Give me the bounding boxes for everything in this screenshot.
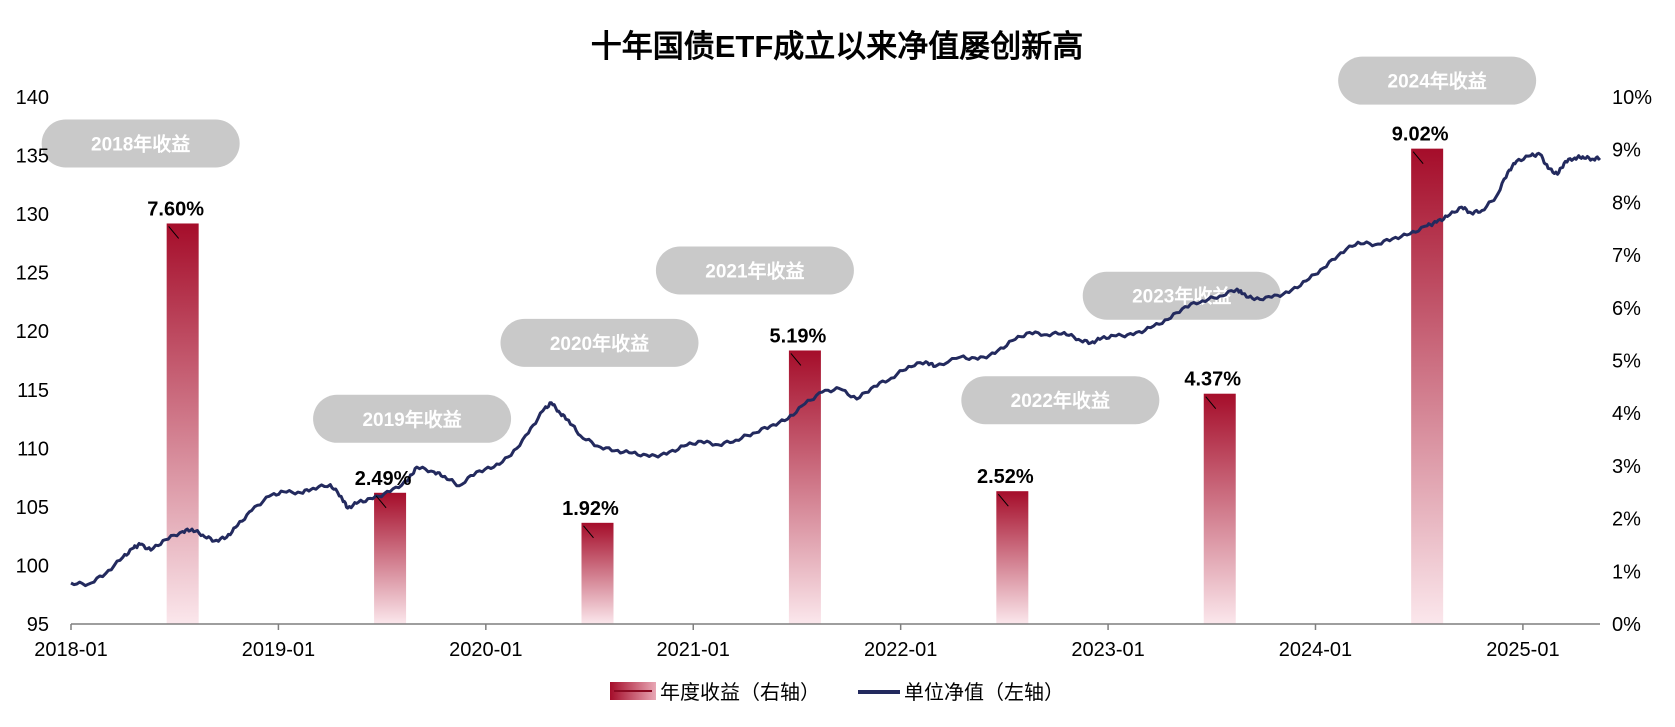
- x-tick-2023-01: 2023-01: [1071, 639, 1144, 661]
- nav-line-layer: [70, 151, 1602, 588]
- legend-item-line: 单位净值（左轴）: [858, 681, 1064, 704]
- year-tag-pill: [41, 119, 240, 168]
- left-tick-125: 125: [16, 263, 49, 285]
- x-tick-2024-01: 2024-01: [1279, 639, 1352, 661]
- bar-2018: [166, 223, 199, 625]
- year-tag-label: 2019年收益: [362, 408, 461, 431]
- bar-2023: [1203, 393, 1236, 624]
- right-tick-5pct: 5%: [1612, 351, 1641, 373]
- right-tick-0pct: 0%: [1612, 614, 1641, 636]
- year-tag-2022: 2022年收益: [961, 376, 1160, 425]
- bar-label-leader-2022: [997, 493, 1009, 507]
- x-tick-2025-01: 2025-01: [1486, 639, 1559, 661]
- left-tick-110: 110: [17, 438, 49, 460]
- nav-line: [70, 151, 1602, 588]
- left-tick-140: 140: [16, 87, 49, 109]
- legend: 年度收益（右轴） 单位净值（左轴）: [610, 681, 1064, 704]
- year-tag-label: 2020年收益: [550, 332, 649, 355]
- bar-value-labels: 7.60% 2.49% 1.92% 5.19% 2.52% 4.37% 9.02%: [147, 124, 1449, 539]
- year-tag-label: 2022年收益: [1011, 389, 1110, 412]
- left-tick-95: 95: [27, 614, 49, 636]
- year-tag-2020: 2020年收益: [500, 318, 699, 367]
- bar-2020: [581, 522, 614, 624]
- bar-label-leader-2020: [583, 525, 594, 539]
- legend-label-bars: 年度收益（右轴）: [660, 681, 820, 704]
- right-tick-4pct: 4%: [1612, 403, 1641, 425]
- bar-value-label-2018: 7.60%: [147, 198, 204, 220]
- bar-2022: [996, 491, 1029, 624]
- year-tag-label: 2018年收益: [91, 132, 190, 155]
- year-tag-pill: [1338, 56, 1537, 105]
- x-tick-2020-01: 2020-01: [449, 639, 522, 661]
- bar-value-label-2019: 2.49%: [355, 468, 412, 490]
- year-tag-pill: [313, 394, 512, 443]
- right-tick-1pct: 1%: [1612, 561, 1641, 583]
- legend-item-bars: 年度收益（右轴）: [610, 681, 820, 704]
- year-tag-pill: [500, 318, 699, 367]
- axes: 95 100 105 110 115 120 125 130 135 140 0% 1% 2% 3% 4% 5…: [16, 87, 1653, 661]
- bars: [166, 148, 1444, 625]
- right-tick-2pct: 2%: [1612, 509, 1641, 531]
- left-tick-130: 130: [16, 204, 49, 226]
- right-tick-6pct: 6%: [1612, 298, 1641, 320]
- bar-2021: [788, 350, 821, 624]
- right-tick-10pct: 10%: [1612, 87, 1652, 109]
- year-tags: 2018年收益 2019年收益 2020年收益 2021年收益 2022年收益 2023年…: [41, 56, 1537, 443]
- left-tick-105: 105: [16, 497, 49, 519]
- year-tag-pill: [655, 246, 854, 295]
- bar-label-leader-2019: [375, 495, 387, 509]
- year-tag-pill: [1082, 271, 1281, 320]
- year-tag-2018: 2018年收益: [41, 119, 240, 168]
- bar-label-leader-2018: [168, 226, 180, 239]
- year-tag-label: 2023年收益: [1132, 285, 1231, 308]
- year-tag-2019: 2019年收益: [313, 394, 512, 443]
- bar-label-leader-2024: [1412, 151, 1424, 164]
- right-tick-9pct: 9%: [1612, 140, 1641, 162]
- year-tag-label: 2024年收益: [1388, 70, 1487, 93]
- bar-value-label-2023: 4.37%: [1184, 369, 1241, 391]
- left-tick-120: 120: [16, 321, 49, 343]
- year-tag-2024: 2024年收益: [1338, 56, 1537, 105]
- bar-value-label-2022: 2.52%: [977, 466, 1034, 488]
- legend-label-line: 单位净值（左轴）: [904, 681, 1064, 704]
- bar-label-leader-2023: [1205, 396, 1217, 410]
- right-tick-7pct: 7%: [1612, 245, 1641, 267]
- bar-2019: [374, 492, 407, 624]
- year-tag-pill: [961, 376, 1160, 425]
- x-tick-2019-01: 2019-01: [242, 639, 315, 661]
- bar-value-label-2020: 1.92%: [562, 498, 619, 520]
- x-tick-2018-01: 2018-01: [34, 639, 107, 661]
- left-tick-135: 135: [16, 146, 49, 168]
- x-tick-2022-01: 2022-01: [864, 639, 937, 661]
- chart-title: 十年国债ETF成立以来净值屡创新高: [591, 29, 1084, 64]
- bar-value-label-2024: 9.02%: [1392, 124, 1449, 146]
- bar-label-leader-2021: [790, 353, 802, 366]
- bar-value-label-2021: 5.19%: [770, 325, 827, 347]
- right-tick-3pct: 3%: [1612, 456, 1641, 478]
- bar-2024: [1411, 148, 1444, 624]
- year-tag-2021: 2021年收益: [655, 246, 854, 295]
- x-tick-2021-01: 2021-01: [657, 639, 730, 661]
- right-tick-8pct: 8%: [1612, 192, 1641, 214]
- left-tick-100: 100: [16, 555, 49, 577]
- left-tick-115: 115: [17, 380, 49, 402]
- year-tag-label: 2021年收益: [705, 259, 804, 282]
